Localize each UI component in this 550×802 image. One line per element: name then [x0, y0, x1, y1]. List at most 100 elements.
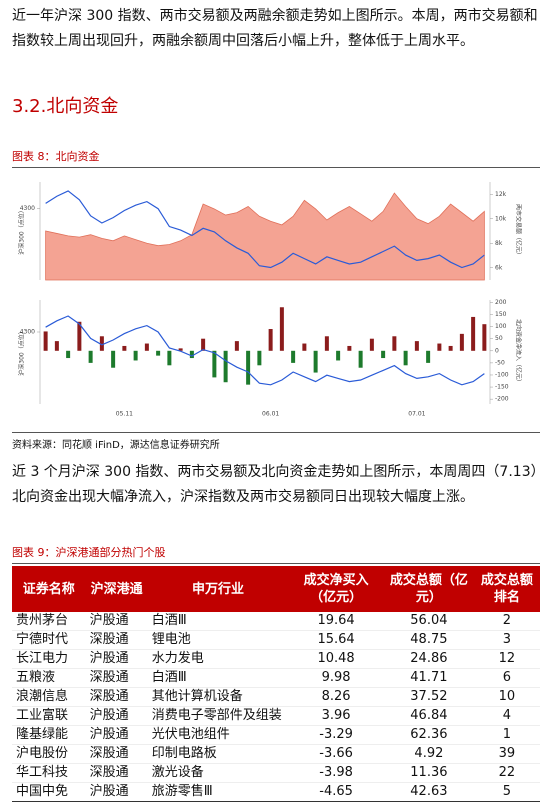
y2-tick-label: -200 [495, 396, 509, 403]
bar [268, 329, 273, 351]
table-cell: 10 [498, 689, 516, 704]
table-cell: -3.98 [319, 765, 353, 780]
bar [257, 350, 262, 366]
y2-axis-label: 两市交易额（亿元） [515, 204, 523, 258]
table-cell: 激光设备 [151, 765, 204, 780]
table-cell: 19.64 [317, 613, 355, 628]
bar [313, 350, 318, 373]
table-cell: 浪潮信息 [16, 689, 69, 704]
table-header-cell: 成交总额排名 [473, 566, 540, 612]
bar [167, 350, 172, 366]
paragraph: 近一年沪深 300 指数、两市交易额及两融余额走势如上图所示。本周，两市交易额和… [12, 8, 538, 49]
table-cell: 3.96 [321, 708, 351, 723]
bar [324, 336, 329, 351]
bar [66, 350, 71, 359]
bar [459, 333, 464, 351]
y2-tick-label: 0 [495, 347, 499, 354]
bar [111, 350, 116, 368]
bar [471, 316, 476, 351]
table-cell: 42.63 [410, 784, 448, 799]
table-cell: 沪股通 [89, 784, 129, 799]
line [45, 190, 485, 269]
y2-tick-label: 200 [495, 299, 507, 306]
bar [77, 321, 82, 351]
bar [358, 350, 363, 368]
y2-tick-label: 150 [495, 311, 507, 318]
y2-tick-label: 6k [495, 264, 503, 271]
table-cell: 4.92 [414, 746, 444, 761]
table-cell: 白酒Ⅲ [151, 613, 187, 628]
table-cell: 其他计算机设备 [151, 689, 243, 704]
table-cell: 62.36 [410, 727, 448, 742]
table-cell: 9.98 [321, 670, 351, 685]
table-cell: 24.86 [410, 651, 448, 666]
table-cell: 贵州茅台 [16, 613, 69, 628]
y2-tick-label: 12k [495, 191, 507, 198]
table-row: 浪潮信息 深股通 其他计算机设备 8.26 37.52 10 [12, 688, 540, 707]
table-cell: 光伏电池组件 [151, 727, 230, 742]
table-cell: 消费电子零部件及组装 [151, 708, 282, 723]
table-row: 长江电力 沪股通 水力发电 10.48 24.86 12 [12, 650, 540, 669]
table-cell: 五粮液 [16, 670, 56, 685]
table-header-cell: 成交总额（亿元） [383, 566, 474, 612]
bar [234, 341, 239, 351]
table-cell: 长江电力 [16, 651, 69, 666]
x-tick-label: 07.01 [408, 411, 425, 418]
bar [414, 341, 419, 351]
bar [178, 348, 183, 351]
table-header-cell: 申万行业 [147, 566, 289, 612]
table-cell: 深股通 [89, 632, 129, 647]
table-cell: 水力发电 [151, 651, 204, 666]
chart: 4300 12k 10k 8k 6k 沪深300（点位） 两市交易额（亿元） 4300 200 1… [18, 182, 523, 418]
bar [347, 345, 352, 351]
bar [144, 343, 149, 351]
table-row: 中国中免 沪股通 旅游零售Ⅲ -4.65 42.63 5 [12, 783, 540, 802]
y2-tick-label: 100 [495, 323, 507, 330]
table-cell: 沪股通 [89, 708, 129, 723]
bar [291, 350, 296, 363]
table-cell: 白酒Ⅲ [151, 670, 187, 685]
figure-caption: 图表 9：沪深港通部分热门个股 [12, 544, 540, 564]
bar [99, 336, 104, 351]
bar [302, 343, 307, 351]
source: 资料来源：同花顺 iFinD，源达信息证券研究所 [12, 432, 540, 458]
line [45, 315, 485, 386]
y-tick-label: 4300 [20, 205, 35, 212]
bar [336, 350, 341, 361]
table-row: 华工科技 深股通 激光设备 -3.98 11.36 22 [12, 764, 540, 783]
paragraph: 近 3 个月沪深 300 指数、两市交易额及北向资金走势如上图所示，本周周四（7… [12, 464, 538, 505]
table-cell: 8.26 [321, 689, 351, 704]
table-cell: 12 [498, 651, 516, 666]
table-cell: 41.71 [410, 670, 448, 685]
table-cell: -4.65 [319, 784, 353, 799]
bar [437, 343, 442, 351]
table-cell: 印制电路板 [151, 746, 217, 761]
y2-tick-label: -150 [495, 384, 509, 391]
table-header-cell: 成交净买入（亿元） [288, 566, 384, 612]
bar [88, 350, 93, 363]
table-cell: -3.66 [319, 746, 353, 761]
y2-tick-label: 10k [495, 215, 507, 222]
bar [54, 341, 59, 351]
y-axis-label: 沪深300（点位） [18, 328, 26, 375]
table-cell: 15.64 [317, 632, 355, 647]
table-cell: 3 [502, 632, 512, 647]
table-row: 工业富联 沪股通 消费电子零部件及组装 3.96 46.84 4 [12, 707, 540, 726]
section-title: 3.2.北向资金 [12, 96, 119, 117]
table-cell: 旅游零售Ⅲ [151, 784, 213, 799]
bar [133, 350, 138, 361]
table-cell: 工业富联 [16, 708, 69, 723]
table-cell: 中国中免 [16, 784, 69, 799]
table-cell: 37.52 [410, 689, 448, 704]
table-row: 宁德时代 深股通 锂电池 15.64 48.75 3 [12, 631, 540, 650]
table-cell: 隆基绿能 [16, 727, 69, 742]
table: 证券名称 沪深港通 申万行业 成交净买入（亿元） 成交总额（亿元） 成交总额排名 贵州茅台沪… [12, 566, 540, 802]
bar [279, 307, 284, 351]
table-cell: 4 [502, 708, 512, 723]
table-cell: 48.75 [410, 632, 448, 647]
table-cell: 锂电池 [151, 632, 191, 647]
table-cell: 沪电股份 [16, 746, 69, 761]
figure-caption: 图表 8：北向资金 [12, 148, 540, 168]
table-row: 沪电股份 深股通 印制电路板 -3.66 4.92 39 [12, 745, 540, 764]
